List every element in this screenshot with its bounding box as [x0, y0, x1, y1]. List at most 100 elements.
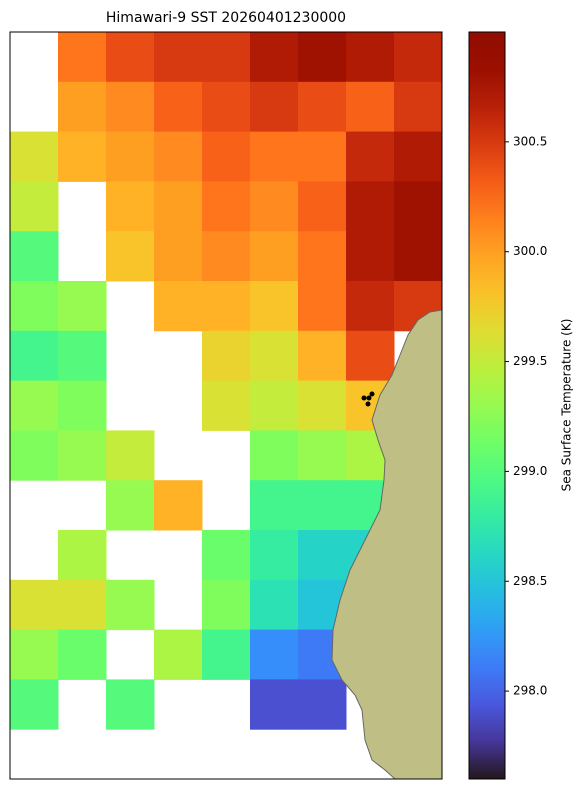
- sst-cell: [202, 530, 251, 581]
- sst-cell: [154, 480, 203, 531]
- sst-cell: [106, 81, 155, 133]
- sst-cell: [10, 380, 59, 431]
- map: [10, 32, 442, 779]
- colorbar-tick-label: 299.5: [513, 354, 547, 368]
- sst-cell: [298, 231, 347, 282]
- sst-cell: [154, 131, 203, 182]
- sst-cell: [298, 480, 347, 531]
- colorbar-tick-label: 299.0: [513, 464, 547, 478]
- sst-cell: [250, 281, 299, 332]
- colorbar-label: Sea Surface Temperature (K): [560, 319, 574, 492]
- sst-cell: [154, 231, 203, 282]
- sst-cell: [58, 629, 107, 680]
- sst-field: [10, 32, 442, 730]
- sst-cell: [250, 679, 299, 730]
- sst-cell: [10, 430, 59, 481]
- sst-cell: [346, 330, 395, 382]
- sst-cell: [298, 281, 347, 332]
- sst-cell: [106, 32, 155, 83]
- sst-cell: [58, 81, 107, 133]
- sst-cell: [58, 579, 107, 631]
- sst-cell: [58, 131, 107, 182]
- sst-cell: [10, 181, 59, 232]
- sst-cell: [346, 231, 395, 282]
- sst-cell: [250, 629, 299, 680]
- sst-cell: [154, 281, 203, 332]
- sst-cell: [154, 181, 203, 232]
- station-marker: [361, 395, 367, 401]
- sst-cell: [250, 32, 299, 83]
- sst-cell: [250, 579, 299, 631]
- sst-cell: [10, 679, 59, 730]
- sst-cell: [106, 679, 155, 730]
- sst-cell: [202, 81, 251, 133]
- map-frame: [9, 31, 443, 780]
- station-marker: [365, 401, 371, 407]
- sst-cell: [154, 629, 203, 680]
- sst-cell: [106, 579, 155, 631]
- colorbar-tick-label: 300.5: [513, 134, 547, 148]
- sst-cell: [250, 380, 299, 431]
- sst-cell: [250, 131, 299, 182]
- sst-cell: [202, 629, 251, 680]
- sst-cell: [346, 131, 395, 182]
- sst-cell: [10, 131, 59, 182]
- sst-cell: [298, 32, 347, 83]
- sst-cell: [202, 380, 251, 431]
- sst-cell: [10, 629, 59, 680]
- sst-cell: [106, 430, 155, 481]
- sst-cell: [250, 231, 299, 282]
- sst-cell: [202, 579, 251, 631]
- sst-cell: [202, 32, 251, 83]
- station-marker: [366, 395, 372, 401]
- sst-cell: [298, 430, 347, 481]
- sst-cell: [58, 430, 107, 481]
- sst-cell: [346, 81, 395, 133]
- sst-cell: [250, 480, 299, 531]
- sst-cell: [250, 181, 299, 232]
- sst-cell: [106, 181, 155, 232]
- sst-cell: [58, 330, 107, 382]
- sst-cell: [250, 81, 299, 133]
- sst-cell: [298, 181, 347, 232]
- sst-cell: [10, 281, 59, 332]
- sst-cell: [394, 32, 442, 83]
- sst-cell: [202, 131, 251, 182]
- sst-cell: [298, 530, 347, 581]
- sst-cell: [202, 231, 251, 282]
- sst-cell: [298, 679, 347, 730]
- sst-cell: [298, 81, 347, 133]
- sst-cell: [250, 530, 299, 581]
- sst-cell: [202, 281, 251, 332]
- sst-cell: [202, 181, 251, 232]
- sst-cell: [58, 281, 107, 332]
- sst-cell: [202, 330, 251, 382]
- colorbar-tick-label: 300.0: [513, 244, 547, 258]
- chart-title: Himawari-9 SST 20260401230000: [106, 10, 346, 26]
- colorbar-tick-label: 298.5: [513, 574, 547, 588]
- sst-cell: [106, 231, 155, 282]
- sst-cell: [58, 380, 107, 431]
- sst-cell: [106, 131, 155, 182]
- sst-cell: [250, 430, 299, 481]
- sst-cell: [346, 181, 395, 232]
- sst-cell: [10, 231, 59, 282]
- station-marker: [369, 391, 375, 397]
- sst-cell: [394, 131, 442, 182]
- sst-cell: [10, 579, 59, 631]
- sst-cell: [58, 530, 107, 581]
- sst-cell: [394, 231, 442, 282]
- sst-cell: [10, 330, 59, 382]
- sst-cell: [298, 330, 347, 382]
- sst-cell: [250, 330, 299, 382]
- sst-cell: [154, 81, 203, 133]
- colorbar-tick-label: 298.0: [513, 684, 547, 698]
- sst-cell: [154, 32, 203, 83]
- sst-cell: [346, 32, 395, 83]
- sst-cell: [394, 181, 442, 232]
- sst-cell: [346, 281, 395, 332]
- sst-cell: [58, 32, 107, 83]
- land: [331, 309, 442, 779]
- sst-cell: [106, 480, 155, 531]
